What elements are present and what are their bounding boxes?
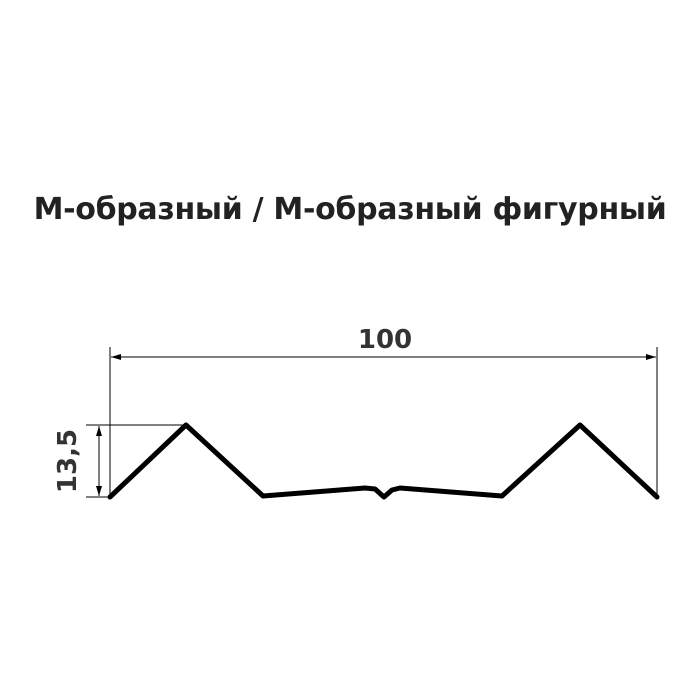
width-label: 100 (358, 325, 412, 355)
width-dimension: 100 (109, 325, 658, 497)
diagram-title: М-образный / М-образный фигурный (33, 192, 667, 227)
height-label: 13,5 (53, 429, 83, 493)
profile-outline (107, 422, 660, 500)
height-dimension: 13,5 (53, 424, 186, 498)
